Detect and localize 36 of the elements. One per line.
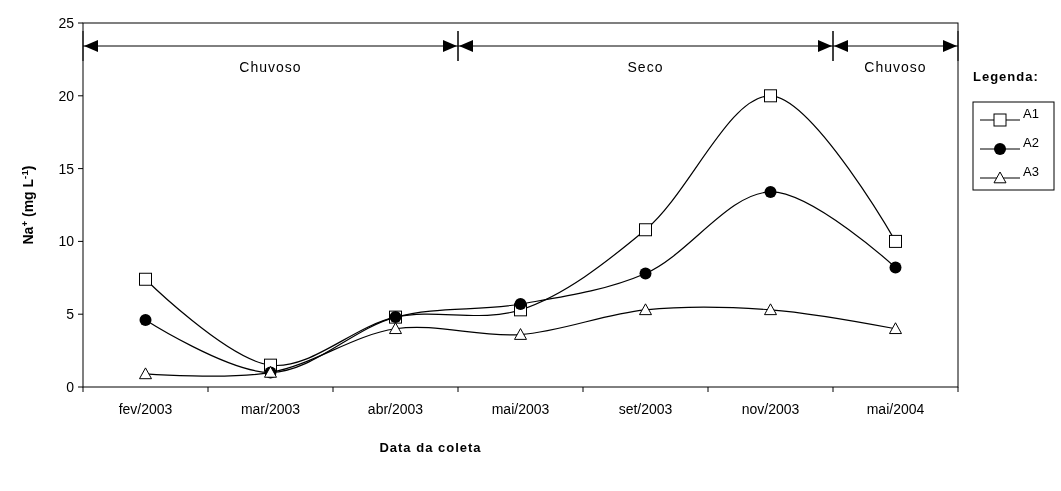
point: [764, 89, 777, 103]
point: [639, 267, 652, 280]
annotation: Seco: [627, 59, 664, 75]
point: [139, 314, 152, 327]
point: [514, 328, 527, 340]
x-tick-label: fev/2003: [118, 401, 173, 417]
legend-label: A1: [1023, 106, 1039, 121]
x-tick-label: abr/2003: [367, 401, 424, 417]
x-tick-label: mai/2004: [866, 401, 925, 417]
point: [889, 322, 902, 335]
point: [889, 234, 902, 248]
point: [639, 223, 652, 237]
legend-label: A3: [1023, 164, 1039, 179]
point: [764, 303, 777, 316]
point: [139, 367, 152, 380]
point: [764, 185, 777, 198]
legend-label: A2: [1023, 135, 1039, 150]
x-tick-label: mar/2003: [240, 401, 301, 417]
x-axis-title: Data da coleta: [379, 440, 482, 455]
annotation: Chuvoso: [864, 59, 927, 75]
point: [639, 303, 652, 316]
y-tick-label: 20: [58, 87, 75, 104]
y-tick-label: 5: [66, 306, 75, 323]
x-tick-label: mai/2003: [491, 401, 550, 417]
annotation: Chuvoso: [239, 59, 302, 75]
y-tick-label: 10: [58, 233, 75, 250]
point: [514, 298, 527, 311]
point: [389, 322, 402, 335]
point: [139, 272, 152, 286]
legend-title: Legenda:: [973, 69, 1039, 84]
point: [889, 261, 902, 274]
y-tick-label: 15: [58, 160, 75, 177]
x-tick-label: nov/2003: [741, 401, 800, 417]
x-tick-label: set/2003: [618, 401, 673, 417]
y-tick-label: 25: [58, 14, 75, 31]
y-tick-label: 0: [66, 378, 75, 395]
